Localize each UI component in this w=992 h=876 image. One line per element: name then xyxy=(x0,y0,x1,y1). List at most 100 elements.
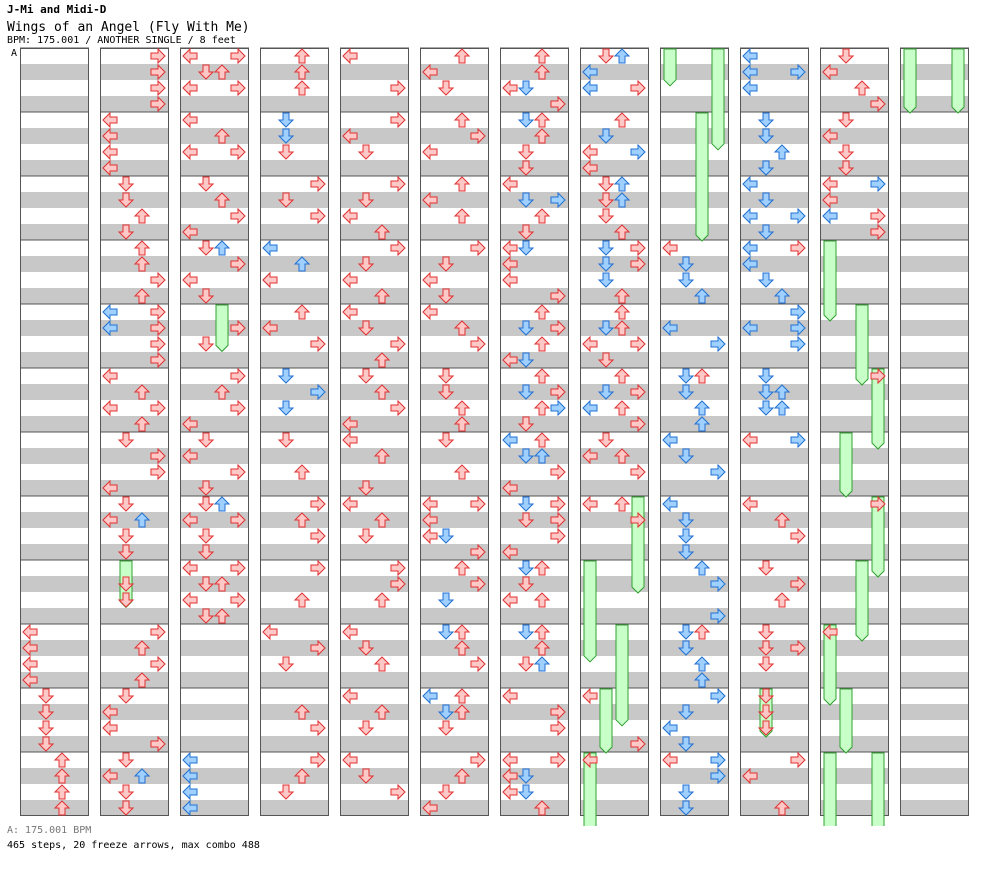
left-arrow-icon xyxy=(342,207,358,225)
up-arrow-icon xyxy=(293,592,311,608)
left-arrow-icon xyxy=(422,143,438,161)
column-border xyxy=(500,48,569,816)
left-arrow-icon xyxy=(742,47,758,65)
down-arrow-icon xyxy=(597,256,615,272)
right-arrow-icon xyxy=(870,207,886,225)
beat-band xyxy=(260,128,329,144)
down-arrow-icon xyxy=(117,432,135,448)
column-border xyxy=(660,48,729,816)
up-arrow-icon xyxy=(533,560,551,576)
left-arrow-icon xyxy=(502,783,518,801)
up-arrow-icon xyxy=(533,640,551,656)
up-arrow-icon xyxy=(613,400,631,416)
freeze-arrow xyxy=(823,624,837,706)
beat-band xyxy=(660,576,729,592)
up-arrow-icon xyxy=(453,640,471,656)
beat-band xyxy=(180,256,249,272)
down-arrow-icon xyxy=(437,624,455,640)
up-arrow-icon xyxy=(133,208,151,224)
up-arrow-icon xyxy=(373,384,391,400)
beat-band xyxy=(20,288,89,304)
left-arrow-icon xyxy=(502,767,518,785)
right-arrow-icon xyxy=(390,783,406,801)
down-arrow-icon xyxy=(517,512,535,528)
left-arrow-icon xyxy=(182,799,198,817)
up-arrow-icon xyxy=(453,624,471,640)
down-arrow-icon xyxy=(677,384,695,400)
chart-column xyxy=(900,47,969,816)
left-arrow-icon xyxy=(822,175,838,193)
left-arrow-icon xyxy=(582,447,598,465)
right-arrow-icon xyxy=(790,751,806,769)
right-arrow-icon xyxy=(630,239,646,257)
up-arrow-icon xyxy=(373,656,391,672)
left-arrow-icon xyxy=(502,175,518,193)
down-arrow-icon xyxy=(117,688,135,704)
beat-band xyxy=(340,128,409,144)
left-arrow-icon xyxy=(182,511,198,529)
right-arrow-icon xyxy=(550,463,566,481)
up-arrow-icon xyxy=(533,448,551,464)
down-arrow-icon xyxy=(757,384,775,400)
freeze-arrow xyxy=(695,112,709,242)
right-arrow-icon xyxy=(390,175,406,193)
right-arrow-icon xyxy=(230,399,246,417)
right-arrow-icon xyxy=(150,79,166,97)
left-arrow-icon xyxy=(22,671,38,689)
beat-band xyxy=(260,224,329,240)
up-arrow-icon xyxy=(373,224,391,240)
beat-band xyxy=(420,288,489,304)
right-arrow-icon xyxy=(230,143,246,161)
beat-band xyxy=(900,736,969,752)
beat-band xyxy=(900,544,969,560)
beat-band xyxy=(820,128,889,144)
down-arrow-icon xyxy=(757,560,775,576)
beat-band xyxy=(820,224,889,240)
beat-band xyxy=(420,64,489,80)
right-arrow-icon xyxy=(870,495,886,513)
down-arrow-icon xyxy=(757,704,775,720)
up-arrow-icon xyxy=(453,320,471,336)
up-arrow-icon xyxy=(773,592,791,608)
beat-band xyxy=(20,224,89,240)
down-arrow-icon xyxy=(437,528,455,544)
left-arrow-icon xyxy=(422,527,438,545)
right-arrow-icon xyxy=(310,751,326,769)
beat-band xyxy=(420,608,489,624)
beat-band xyxy=(20,576,89,592)
column-border xyxy=(260,48,329,816)
down-arrow-icon xyxy=(197,336,215,352)
right-arrow-icon xyxy=(790,303,806,321)
up-arrow-icon xyxy=(453,416,471,432)
down-arrow-icon xyxy=(437,256,455,272)
beat-band xyxy=(420,160,489,176)
right-arrow-icon xyxy=(310,383,326,401)
down-arrow-icon xyxy=(837,112,855,128)
right-arrow-icon xyxy=(630,255,646,273)
left-arrow-icon xyxy=(102,367,118,385)
right-arrow-icon xyxy=(230,207,246,225)
column-border xyxy=(820,48,889,816)
left-arrow-icon xyxy=(342,495,358,513)
left-arrow-icon xyxy=(22,623,38,641)
bpm-summary: A: 175.001 BPM xyxy=(7,825,92,836)
down-arrow-icon xyxy=(597,240,615,256)
freeze-arrow xyxy=(903,48,917,114)
beat-band xyxy=(420,480,489,496)
left-arrow-icon xyxy=(102,479,118,497)
left-arrow-icon xyxy=(662,431,678,449)
up-arrow-icon xyxy=(693,672,711,688)
beat-band xyxy=(740,128,809,144)
beat-band xyxy=(820,576,889,592)
down-arrow-icon xyxy=(677,736,695,752)
beat-band xyxy=(580,416,649,432)
beat-band xyxy=(340,64,409,80)
freeze-body xyxy=(871,752,885,826)
chart-column xyxy=(100,47,169,816)
down-arrow-icon xyxy=(757,192,775,208)
beat-band xyxy=(660,192,729,208)
up-arrow-icon xyxy=(213,496,231,512)
right-arrow-icon xyxy=(710,575,726,593)
beat-band xyxy=(740,224,809,240)
freeze-body xyxy=(615,624,629,727)
